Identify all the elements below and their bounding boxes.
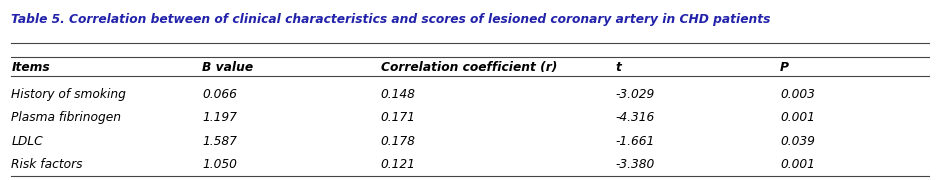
- Text: 0.039: 0.039: [780, 135, 815, 148]
- Text: 0.066: 0.066: [202, 88, 237, 101]
- Text: Plasma fibrinogen: Plasma fibrinogen: [11, 111, 121, 124]
- Text: Items: Items: [11, 61, 50, 74]
- Text: 0.171: 0.171: [381, 111, 415, 124]
- Text: 0.001: 0.001: [780, 158, 815, 171]
- Text: LDLC: LDLC: [11, 135, 43, 148]
- Text: 1.197: 1.197: [202, 111, 237, 124]
- Text: Table 5. Correlation between of clinical characteristics and scores of lesioned : Table 5. Correlation between of clinical…: [11, 13, 771, 26]
- Text: 0.121: 0.121: [381, 158, 415, 171]
- Text: Correlation coefficient (r): Correlation coefficient (r): [381, 61, 557, 74]
- Text: -3.380: -3.380: [616, 158, 655, 171]
- Text: -1.661: -1.661: [616, 135, 655, 148]
- Text: B value: B value: [202, 61, 253, 74]
- Text: Risk factors: Risk factors: [11, 158, 83, 171]
- Text: 1.587: 1.587: [202, 135, 237, 148]
- Text: t: t: [616, 61, 621, 74]
- Text: 0.001: 0.001: [780, 111, 815, 124]
- Text: P: P: [780, 61, 790, 74]
- Text: History of smoking: History of smoking: [11, 88, 126, 101]
- Text: 0.003: 0.003: [780, 88, 815, 101]
- Text: 0.178: 0.178: [381, 135, 415, 148]
- Text: 1.050: 1.050: [202, 158, 237, 171]
- Text: -3.029: -3.029: [616, 88, 655, 101]
- Text: -4.316: -4.316: [616, 111, 655, 124]
- Text: 0.148: 0.148: [381, 88, 415, 101]
